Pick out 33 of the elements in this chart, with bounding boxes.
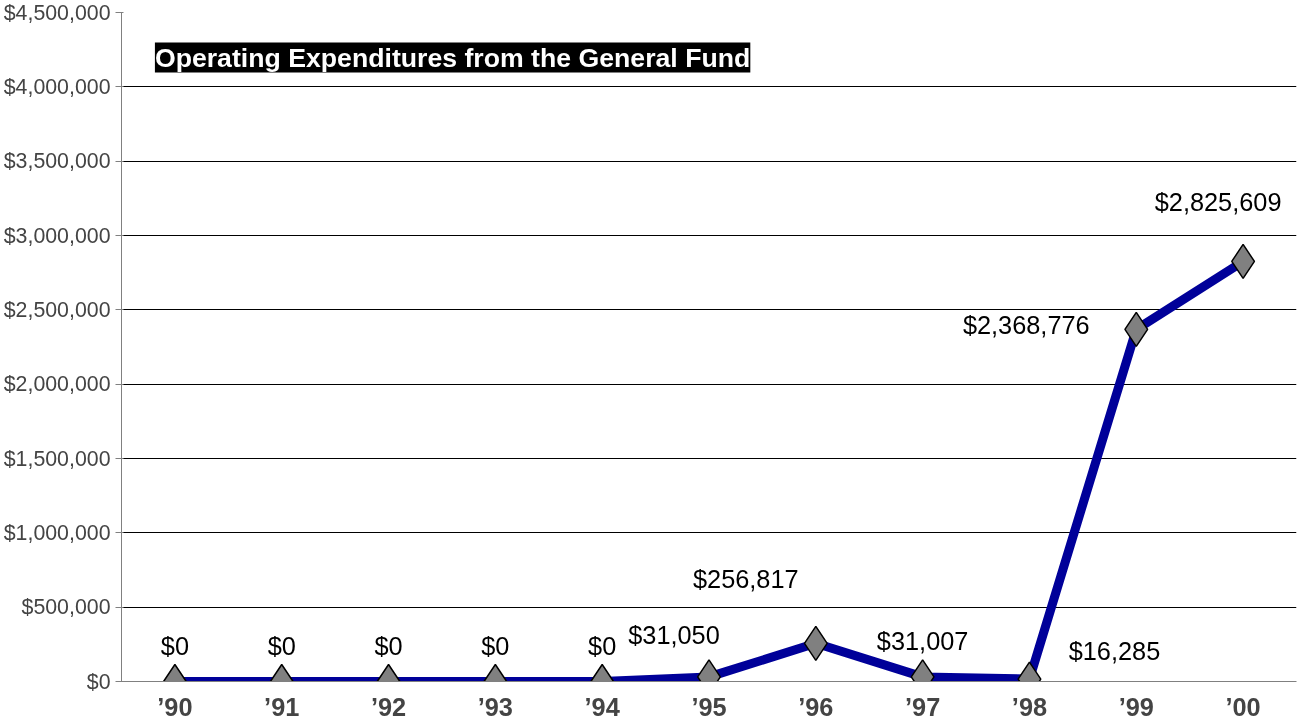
x-tick-label: ’91 — [264, 692, 300, 721]
data-label: $256,817 — [693, 565, 799, 594]
y-tick-label: $1,000,000 — [3, 520, 111, 545]
x-tick-label: ’95 — [691, 692, 727, 721]
data-label: $31,007 — [876, 626, 969, 655]
data-label: $0 — [160, 631, 190, 660]
y-tick-label: $500,000 — [21, 595, 111, 620]
x-tick-label: ’99 — [1118, 692, 1154, 721]
data-label: $0 — [588, 631, 617, 660]
y-tick-label: $3,500,000 — [3, 149, 111, 174]
x-tick-label: ’93 — [477, 692, 513, 721]
y-tick-label: $2,500,000 — [3, 297, 111, 322]
y-tick-label: $0 — [86, 669, 111, 694]
y-tick-label: $2,000,000 — [3, 372, 111, 397]
data-label: $0 — [374, 631, 403, 660]
text: Operating Expenditures from the General Fund — [154, 42, 751, 73]
x-tick-label: ’94 — [584, 692, 620, 721]
data-label: $31,050 — [628, 620, 720, 649]
x-tick-label: ’97 — [905, 692, 941, 721]
x-tick-label: ’90 — [157, 692, 193, 721]
x-tick-label: ’92 — [370, 692, 407, 721]
data-label: $2,368,776 — [962, 311, 1090, 340]
data-label: $0 — [481, 631, 510, 660]
y-tick-label: $4,500,000 — [3, 0, 111, 25]
y-tick-label: $4,000,000 — [3, 74, 111, 99]
y-tick-label: $3,000,000 — [3, 223, 111, 248]
y-tick-label: $1,500,000 — [3, 446, 111, 471]
data-label: $2,825,609 — [1154, 188, 1282, 217]
x-tick-label: ’96 — [798, 692, 834, 721]
x-tick-label: ’98 — [1011, 692, 1048, 721]
data-label: $0 — [267, 631, 296, 660]
x-tick-label: ’00 — [1225, 692, 1261, 721]
data-label: $16,285 — [1068, 637, 1161, 666]
